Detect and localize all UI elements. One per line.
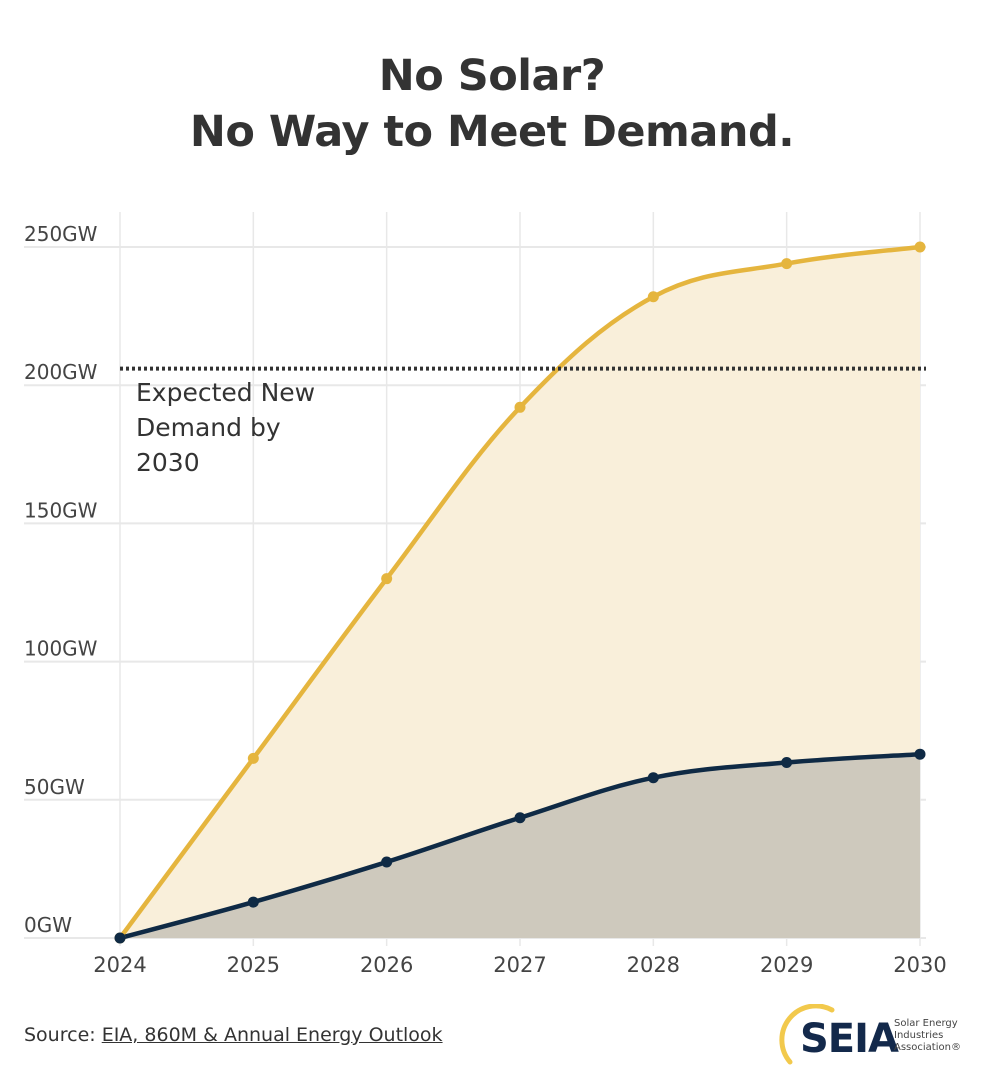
point-without-solar xyxy=(647,772,659,784)
point-with-solar xyxy=(914,241,926,253)
data-points xyxy=(114,241,926,944)
y-tick-label: 200GW xyxy=(24,360,98,384)
source-link[interactable]: EIA, 860M & Annual Energy Outlook xyxy=(101,1024,443,1046)
x-tick-label: 2024 xyxy=(93,953,146,977)
point-without-solar xyxy=(247,896,259,908)
point-without-solar xyxy=(514,812,526,824)
areas xyxy=(120,247,920,938)
point-without-solar xyxy=(114,932,126,944)
x-tick-label: 2030 xyxy=(893,953,946,977)
point-with-solar xyxy=(781,258,793,270)
demand-label-line: 2030 xyxy=(136,448,200,477)
source-label: Source: xyxy=(24,1024,102,1046)
y-tick-label: 150GW xyxy=(24,498,98,522)
x-tick-label: 2029 xyxy=(760,953,813,977)
demand-label-line: Demand by xyxy=(136,413,281,442)
x-axis-ticks: 2024 2025 2026 2027 2028 2029 2030 xyxy=(93,953,946,977)
point-without-solar xyxy=(381,856,393,868)
chart-title: No Solar? No Way to Meet Demand. xyxy=(0,48,984,160)
y-tick-label: 50GW xyxy=(24,775,85,799)
point-without-solar xyxy=(914,748,926,760)
title-line-1: No Solar? xyxy=(378,51,606,101)
point-with-solar xyxy=(247,752,259,764)
source-footer: Source: EIA, 860M & Annual Energy Outloo… xyxy=(24,1024,443,1046)
x-tick-label: 2028 xyxy=(627,953,680,977)
logo-mark: SEIA xyxy=(800,1016,899,1062)
seia-logo: SEIA Solar Energy Industries Association… xyxy=(776,1004,976,1068)
sun-arc-icon xyxy=(779,1004,835,1065)
logo-text: Solar Energy Industries Association® xyxy=(894,1018,961,1053)
x-tick-label: 2026 xyxy=(360,953,413,977)
point-with-solar xyxy=(381,573,393,585)
point-with-solar xyxy=(514,401,526,413)
y-axis-ticks: 0GW 50GW 100GW 150GW 200GW 250GW xyxy=(24,222,98,937)
area-without-solar xyxy=(120,754,920,938)
x-tick-label: 2027 xyxy=(493,953,546,977)
title-line-2: No Way to Meet Demand. xyxy=(189,107,795,157)
demand-label-line: Expected New xyxy=(136,378,315,407)
demand-annotation: Expected New Demand by 2030 xyxy=(136,378,315,477)
chart: 0GW 50GW 100GW 150GW 200GW 250GW 2024 2025 2026… xyxy=(24,212,947,977)
x-tick-label: 2025 xyxy=(227,953,280,977)
y-tick-label: 0GW xyxy=(24,913,72,937)
point-with-solar xyxy=(647,291,659,303)
area-with-solar xyxy=(120,247,920,938)
y-tick-label: 100GW xyxy=(24,637,98,661)
y-tick-label: 250GW xyxy=(24,222,98,246)
point-without-solar xyxy=(781,756,793,768)
